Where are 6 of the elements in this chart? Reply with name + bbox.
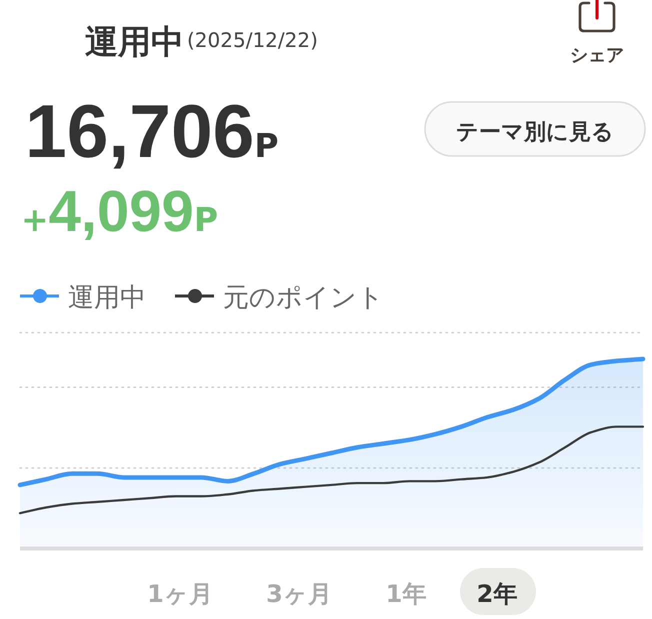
total: 16,706P — [25, 89, 279, 173]
change: +4,099P — [21, 179, 218, 244]
title: 運用中 — [85, 22, 184, 61]
subtitle: (2025/12/22) — [187, 28, 318, 52]
button-theme: テーマ別に見る — [424, 101, 646, 157]
button-share: シェア — [570, 45, 624, 66]
